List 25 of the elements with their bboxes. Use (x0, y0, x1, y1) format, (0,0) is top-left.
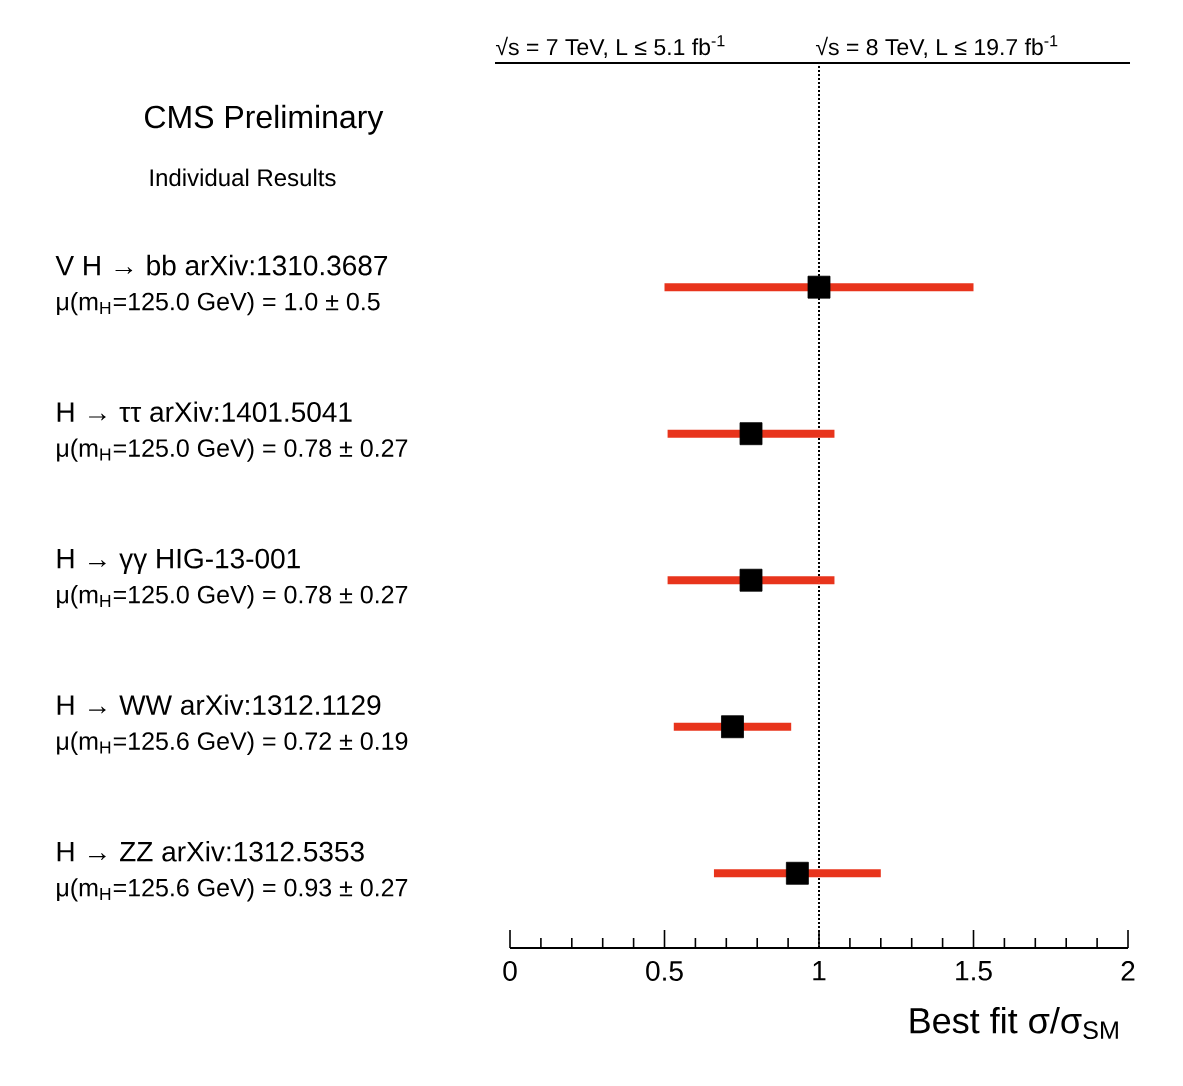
point (721, 715, 744, 739)
text: μ(m$_{H}$=125.6 GeV) = 0.72 ± 0.19 (57, 731, 408, 755)
point (739, 568, 763, 592)
y-tick-label: H → ττ arXiv:1401.5041 (57, 401, 352, 422)
point (739, 422, 763, 446)
x-tick-label: 0.5 (646, 961, 683, 981)
text: μ(m$_{H}$=125.6 GeV) = 0.93 ± 0.27 (57, 878, 408, 902)
x-tick-label: 2 (1121, 961, 1135, 981)
text: Individual Results (150, 168, 336, 187)
chart-title: CMS Preliminary (145, 104, 384, 135)
text: √s = 8 TeV, L ≤ 19.7 fb$^{-1}$ (815, 35, 1058, 58)
x-tick-label: 0 (503, 961, 517, 981)
y-tick-label: H → ZZ arXiv:1312.5353 (57, 840, 364, 862)
text: √s = 7 TeV, L ≤ 5.1 fb$^{-1}$ (495, 35, 725, 58)
point (785, 861, 809, 885)
y-tick-label: H → γγ HIG-13-001 (57, 548, 300, 575)
text: μ(m$_{H}$=125.0 GeV) = 1.0 ± 0.5 (57, 292, 380, 316)
x-tick-label: 1.5 (956, 961, 992, 981)
text: μ(m$_{H}$=125.0 GeV) = 0.78 ± 0.27 (57, 438, 408, 462)
point (807, 275, 831, 299)
y-tick-label: V H → bb arXiv:1310.3687 (55, 254, 388, 276)
x-tick-label: 1 (813, 961, 826, 981)
x-axis-title: Best fit σ/σ$_{SM}$ (910, 1007, 1118, 1040)
text: μ(m$_{H}$=125.0 GeV) = 0.78 ± 0.27 (57, 585, 408, 609)
y-tick-label: H → WW arXiv:1312.1129 (57, 694, 381, 716)
